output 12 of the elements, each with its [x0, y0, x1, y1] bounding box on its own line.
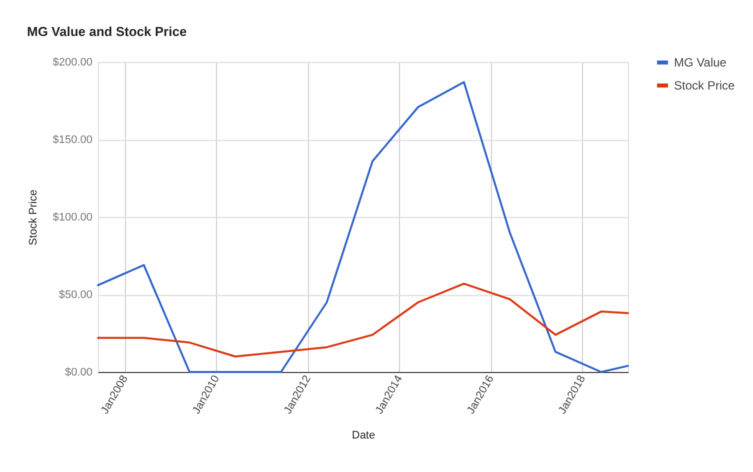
y-tick-label: $0.00	[64, 366, 92, 378]
y-axis-title: Stock Price	[28, 190, 40, 246]
y-tick-label: $200.00	[52, 56, 92, 68]
x-axis-title: Date	[352, 430, 376, 442]
line-series	[97, 282, 629, 358]
legend-label: Stock Price	[674, 78, 736, 92]
y-tick-label: $100.00	[52, 212, 92, 224]
y-tick-label: $150.00	[52, 134, 92, 146]
chart-title: MG Value and Stock Price	[27, 24, 187, 39]
line-series	[97, 81, 629, 373]
legend-label: MG Value	[674, 56, 727, 70]
y-tick-label: $50.00	[58, 289, 92, 301]
